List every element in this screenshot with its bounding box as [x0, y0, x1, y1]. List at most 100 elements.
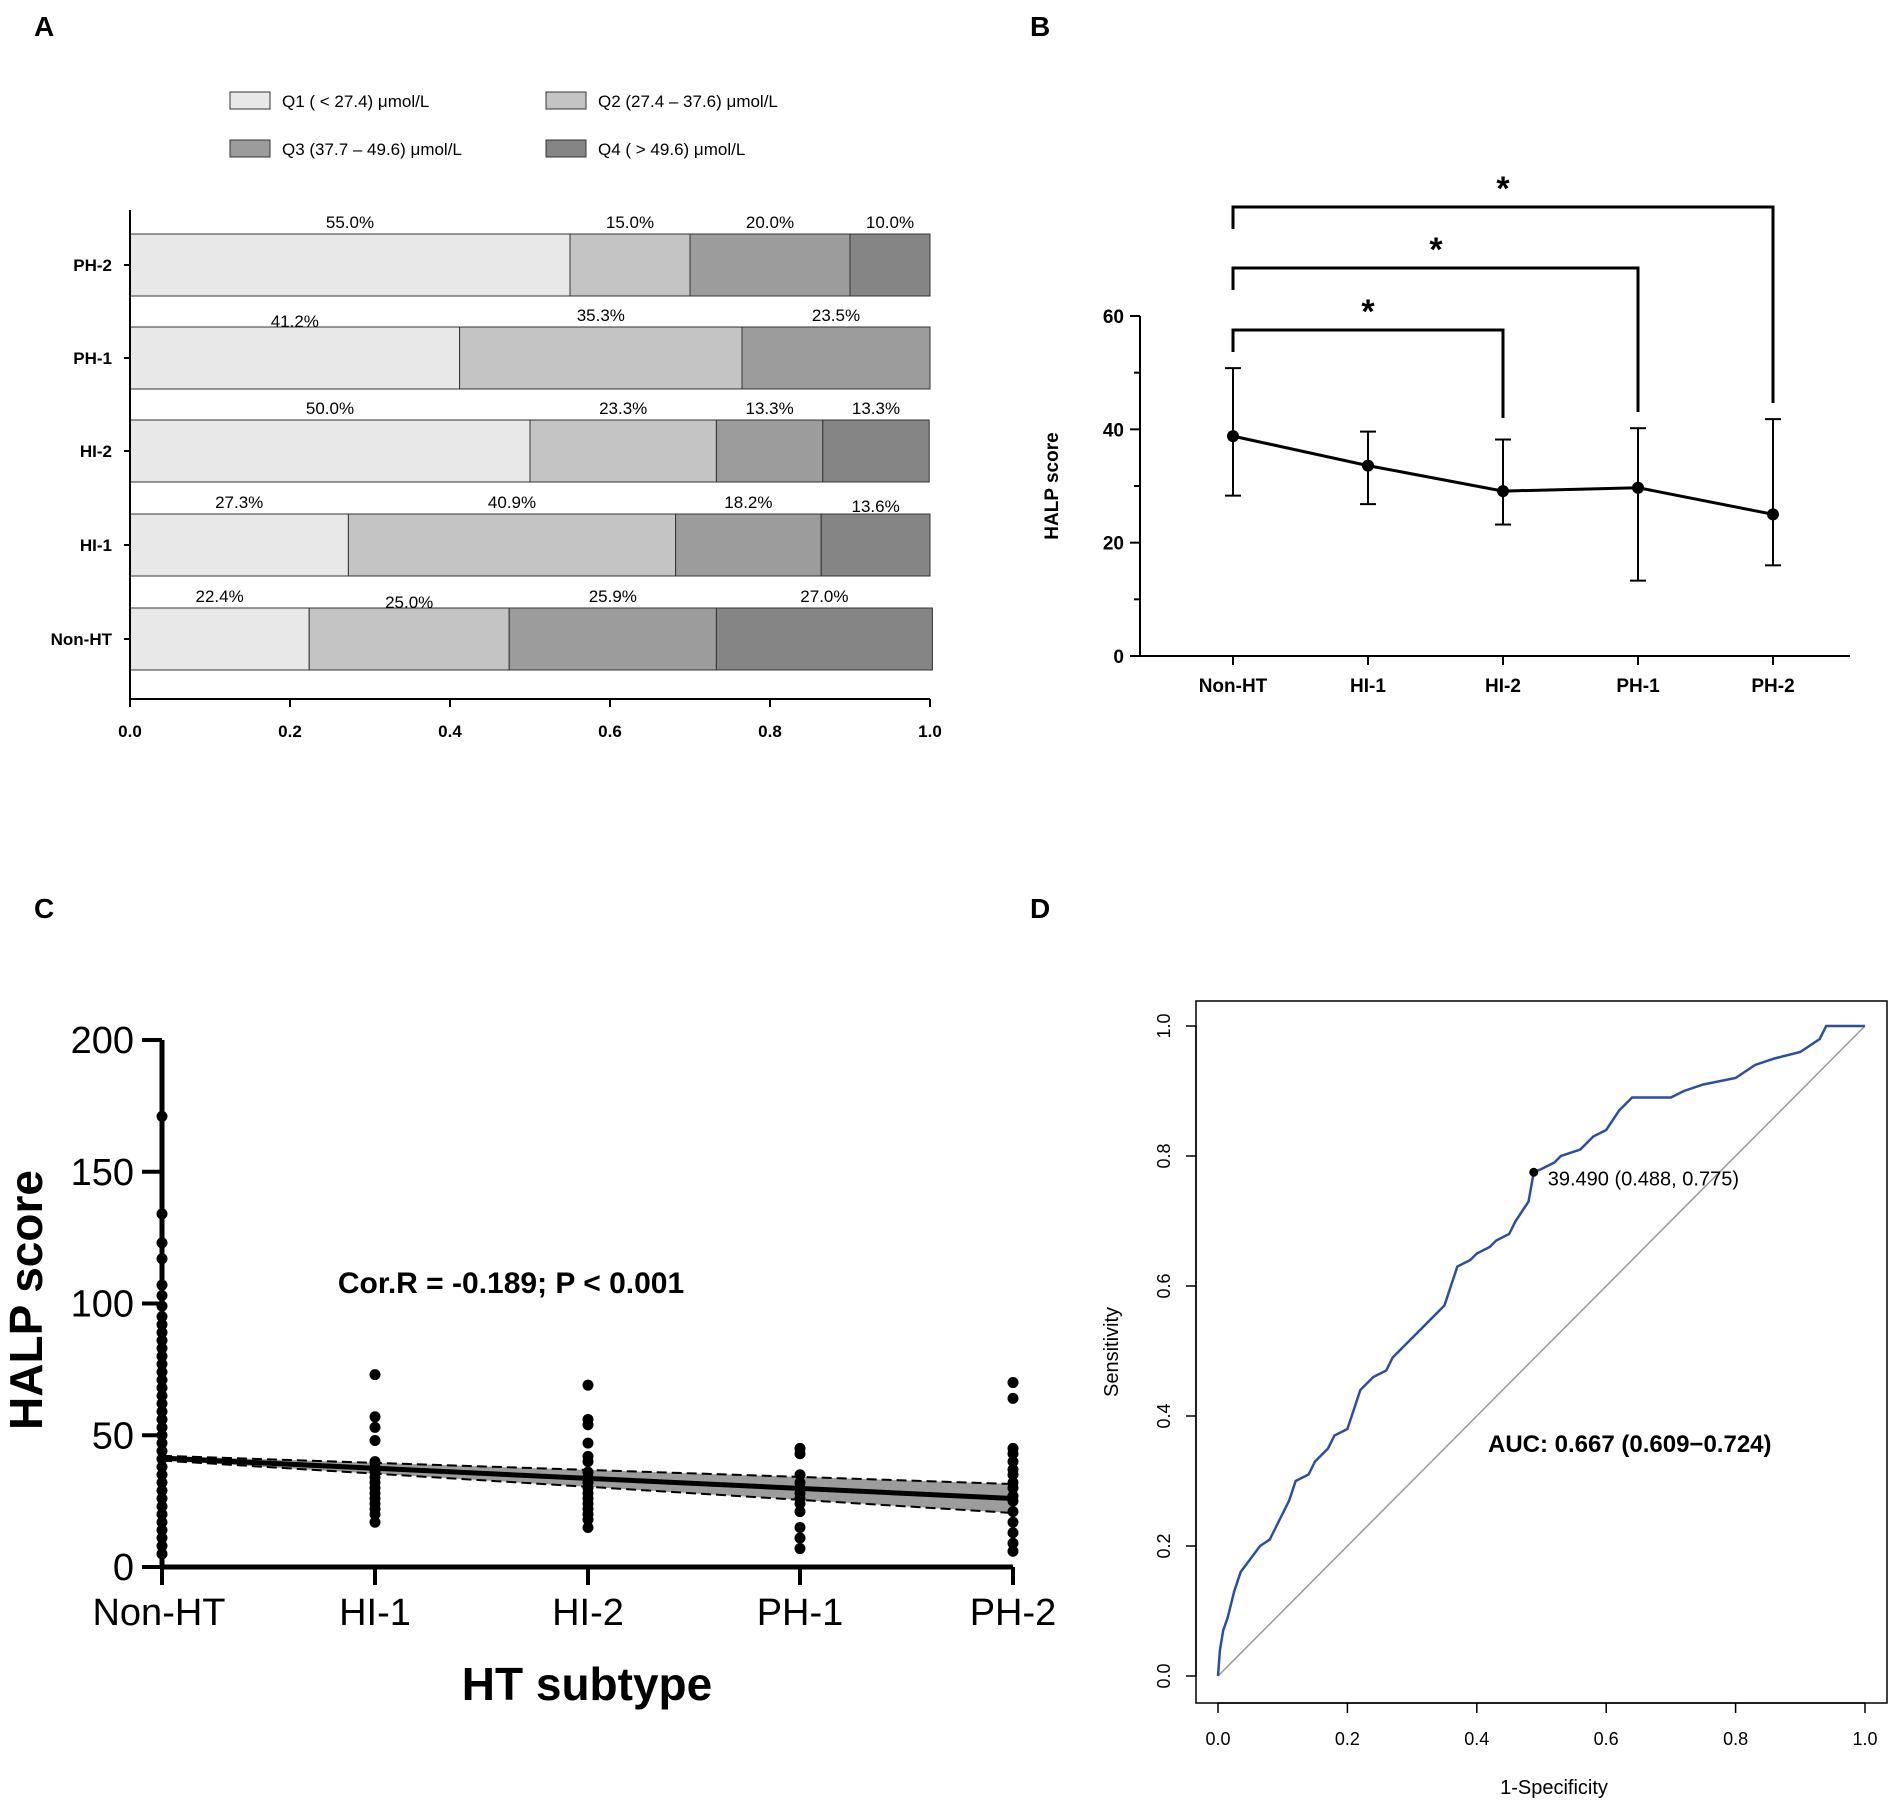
significance-star: *: [1361, 293, 1375, 331]
data-point-hi-1: [369, 1411, 381, 1423]
data-point-ph-1: [794, 1506, 806, 1518]
data-point-hi-1: [369, 1421, 381, 1433]
data-label: 25.9%: [589, 587, 637, 606]
panel-b-letter: B: [1030, 11, 1050, 42]
diagonal-reference-line: [1217, 1025, 1866, 1677]
roc-curve: [1216, 1024, 1865, 1677]
data-point-hi-1: [369, 1369, 381, 1381]
data-label: 10.0%: [866, 213, 914, 232]
x-tick-label: 0.8: [758, 722, 782, 741]
data-point-ph-2: [1007, 1377, 1019, 1389]
data-point-hi-2: [582, 1456, 594, 1468]
panel-c-letter: C: [34, 893, 54, 924]
x-tick-label: PH-1: [1616, 676, 1660, 697]
correlation-annotation: Cor.R = -0.189; P < 0.001: [338, 1267, 684, 1300]
bar-ph-1-q2: [459, 326, 743, 390]
y-tick-label: 0.2: [1154, 1533, 1174, 1558]
y-tick-label: 20: [1103, 534, 1124, 555]
y-tick-label: 40: [1103, 420, 1124, 441]
data-point-ph-2: [1007, 1469, 1019, 1481]
x-tick-label: Non-HT: [92, 1592, 225, 1634]
bar-ph-2-q2: [569, 233, 691, 297]
y-tick-label: 0.8: [1154, 1143, 1174, 1168]
x-axis-title: 1-Specificity: [1500, 1777, 1608, 1799]
x-tick-label: 0.2: [278, 722, 302, 741]
x-tick-label: 0.6: [1594, 1729, 1619, 1749]
data-point-ph-2: [1007, 1516, 1019, 1528]
panel-a-stacked-bar-chart: Q1 ( < 27.4) μmol/L Q2 (27.4 – 37.6) μmol…: [51, 91, 942, 741]
data-label: 40.9%: [488, 493, 536, 512]
x-tick-label: 1.0: [918, 722, 942, 741]
significance-star: *: [1496, 170, 1510, 208]
significance-star: *: [1429, 231, 1443, 269]
significance-bracket: [1231, 266, 1640, 412]
data-point-ph-2: [1007, 1456, 1019, 1468]
bar-ph-2-q4: [849, 233, 931, 297]
y-tick-label: 0: [1113, 647, 1124, 668]
data-point-ph-2: [1007, 1545, 1019, 1557]
x-tick-label: 0.0: [118, 722, 142, 741]
data-label: 13.6%: [851, 497, 899, 516]
data-point-ph-2: [1007, 1392, 1019, 1404]
data-point-hi-2: [582, 1419, 594, 1431]
y-tick-label: 0.6: [1154, 1273, 1174, 1298]
x-tick-label: 1.0: [1852, 1729, 1877, 1749]
bar-ph-1-q3: [741, 326, 931, 390]
mean-point-hi-2: [1497, 485, 1509, 498]
legend-swatch-q4: [545, 139, 587, 158]
y-axis-title: Sensitivity: [1101, 1307, 1123, 1397]
data-label: 50.0%: [306, 399, 354, 418]
data-label: 23.5%: [812, 306, 860, 325]
cutoff-label: 39.490 (0.488, 0.775): [1548, 1168, 1739, 1190]
y-tick-label: 1.0: [1154, 1013, 1174, 1038]
data-label: 27.3%: [215, 493, 263, 512]
data-point-ph-2: [1007, 1495, 1019, 1507]
x-axis-title: HT subtype: [462, 1658, 712, 1710]
y-tick-label: 50: [92, 1415, 134, 1457]
panel-d-roc-chart: 39.490 (0.488, 0.775) AUC: 0.667 (0.609−0…: [1101, 1000, 1888, 1799]
bar-non-ht-q2: [308, 607, 510, 671]
x-tick-label: 0.8: [1723, 1729, 1748, 1749]
mean-point-hi-1: [1362, 459, 1374, 472]
data-point-ph-2: [1007, 1448, 1019, 1460]
bar-hi-1-q4: [820, 513, 931, 577]
bar-non-ht-q1: [129, 607, 310, 671]
y-tick-label: 0: [113, 1547, 134, 1589]
mean-point-ph-1: [1632, 481, 1644, 494]
legend-label-q2: Q2 (27.4 – 37.6) μmol/L: [598, 92, 778, 111]
data-label: 13.3%: [852, 399, 900, 418]
bar-ph-2-q3: [689, 233, 851, 297]
x-tick-label: HI-2: [1485, 676, 1521, 697]
panel-a-letter: A: [34, 11, 54, 42]
x-tick-label: PH-1: [757, 1592, 844, 1634]
data-label: 18.2%: [724, 493, 772, 512]
data-point-hi-2: [582, 1379, 594, 1391]
y-tick-label: 60: [1103, 307, 1124, 328]
legend-swatch-q3: [229, 139, 271, 158]
y-axis-title: HALP score: [0, 1170, 52, 1430]
bar-hi-2-q4: [822, 419, 930, 483]
x-tick-label: 0.4: [1464, 1729, 1489, 1749]
bar-hi-2-q1: [129, 419, 531, 483]
y-tick-label: 0.0: [1154, 1663, 1174, 1688]
legend-swatch-q1: [229, 91, 271, 110]
mean-point-ph-2: [1767, 508, 1779, 521]
category-label-non-ht: Non-HT: [51, 630, 113, 649]
category-label-hi-1: HI-1: [80, 536, 112, 555]
data-point-ph-1: [794, 1543, 806, 1555]
bar-hi-2-q2: [529, 419, 717, 483]
x-tick-label: 0.0: [1205, 1729, 1230, 1749]
data-point-ph-2: [1007, 1482, 1019, 1494]
bar-non-ht-q3: [508, 607, 717, 671]
bar-hi-2-q3: [715, 419, 824, 483]
data-label: 20.0%: [746, 213, 794, 232]
data-point-ph-1: [794, 1448, 806, 1460]
x-tick-label: HI-1: [339, 1592, 411, 1634]
legend-label-q3: Q3 (37.7 – 49.6) μmol/L: [282, 140, 462, 159]
data-label: 13.3%: [745, 399, 793, 418]
data-point-ph-1: [794, 1532, 806, 1544]
x-tick-label: Non-HT: [1199, 676, 1268, 697]
x-tick-label: HI-2: [552, 1592, 624, 1634]
x-tick-label: PH-2: [970, 1592, 1057, 1634]
data-label: 25.0%: [385, 593, 433, 612]
